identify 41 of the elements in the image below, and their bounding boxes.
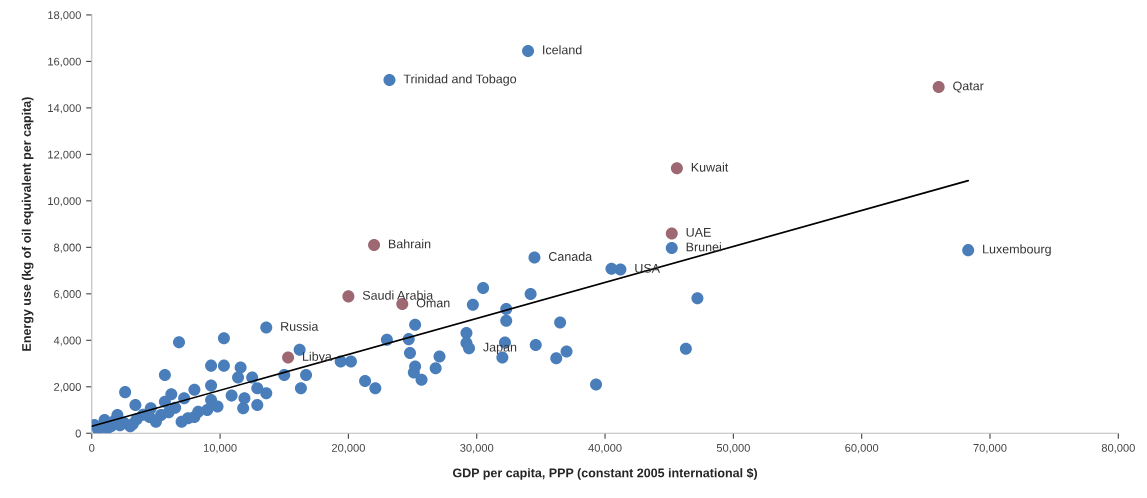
y-tick-label: 6,000 [54, 290, 81, 300]
y-tick-label: 2,000 [54, 383, 81, 393]
y-axis-title: Energy use (kg of oil equivalent per capita) [21, 97, 34, 351]
point [665, 227, 678, 240]
y-tick-label: 16,000 [48, 57, 81, 67]
point [670, 162, 683, 175]
y-tick-label: 12,000 [48, 150, 81, 160]
annotation: UAE [686, 228, 711, 237]
x-tick-label: 0 [89, 443, 95, 452]
y-tick-label: 0 [75, 429, 81, 438]
x-tick-label: 20,000 [331, 443, 365, 454]
annotation: Brunei [686, 242, 721, 252]
x-tick-label: 70,000 [973, 443, 1007, 454]
annotation: Oman [416, 298, 450, 308]
x-tick-label: 60,000 [845, 443, 879, 454]
x-tick-label: 80,000 [1101, 443, 1135, 454]
x-tick-label: 40,000 [588, 443, 622, 454]
point [282, 351, 295, 364]
point [932, 80, 945, 93]
x-tick-label: 30,000 [460, 443, 494, 454]
annotation: Canada [548, 251, 593, 261]
annotation: Russia [281, 321, 319, 331]
point [342, 290, 355, 303]
annotation: Bahrain [388, 239, 431, 249]
x-tick-label: 50,000 [716, 443, 750, 454]
x-axis-title: GDP per capita, PPP (constant 2005 international $) [452, 467, 758, 480]
annotation: Luxembourg [983, 244, 1051, 256]
x-tick-label: 10,000 [203, 443, 237, 454]
y-tick-label: 8,000 [54, 243, 81, 253]
annotation: Japan [483, 342, 517, 355]
annotation: Kuwait [691, 162, 729, 172]
annotation: Qatar [953, 81, 984, 93]
annotation: Saudi Arabia [362, 290, 434, 300]
y-tick-label: 18,000 [48, 11, 81, 21]
point [368, 239, 381, 252]
y-tick-label: 14,000 [48, 104, 81, 114]
y-tick-label: 10,000 [48, 197, 81, 207]
annotation: Trinidad and Tobago [403, 74, 517, 86]
annotation: Iceland [543, 45, 582, 55]
y-tick-label: 4,000 [53, 336, 81, 346]
annotation: Libya [303, 351, 332, 364]
